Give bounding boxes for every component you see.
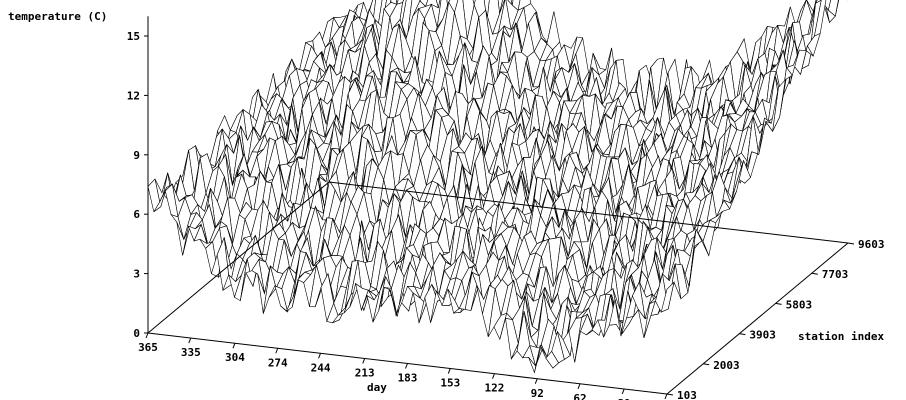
station-tick-label: 7703 <box>822 268 849 281</box>
day-tick-mark <box>447 368 451 374</box>
z-tick-label: 3 <box>133 268 140 281</box>
day-tick-label: 244 <box>311 361 331 374</box>
z-tick-label: 15 <box>127 30 140 43</box>
day-tick-label: 335 <box>181 346 201 359</box>
day-axis-ticks: 3653353042742442131831531229262311 <box>138 332 668 400</box>
surface-cell <box>660 281 675 313</box>
day-tick-label: 153 <box>440 377 460 390</box>
station-tick-mark <box>703 363 710 366</box>
station-axis-line <box>666 242 849 395</box>
z-tick-label: 0 <box>133 327 140 340</box>
day-tick-mark <box>232 343 236 349</box>
day-tick-label: 304 <box>225 351 245 364</box>
surface-cell <box>497 0 503 14</box>
day-tick-mark <box>534 378 538 384</box>
day-tick-mark <box>621 388 625 395</box>
day-tick-label: 92 <box>531 387 544 400</box>
day-tick-label: 183 <box>398 372 418 385</box>
day-tick-label: 365 <box>138 341 158 354</box>
y-axis-title: station index <box>798 330 884 343</box>
day-tick-mark <box>318 353 321 359</box>
station-tick-label: 3903 <box>749 329 776 342</box>
day-tick-mark <box>362 358 366 364</box>
station-tick-label: 5803 <box>786 298 813 311</box>
day-tick-label: 62 <box>573 392 586 400</box>
z-axis-ticks: 0 3 6 9 12 15 <box>127 30 148 340</box>
day-tick-mark <box>664 393 668 400</box>
station-tick-mark <box>739 333 746 336</box>
day-tick-label: 31 <box>618 397 632 400</box>
back-floor-line <box>328 181 849 244</box>
day-tick-mark <box>577 383 581 389</box>
station-tick-label: 2003 <box>713 359 740 372</box>
x-axis-title: day <box>367 381 387 394</box>
day-tick-label: 274 <box>268 356 288 369</box>
station-tick-mark <box>811 272 818 275</box>
station-tick-mark <box>847 242 855 245</box>
day-tick-mark <box>188 337 192 344</box>
day-tick-label: 213 <box>355 366 375 379</box>
z-axis-title: temperature (C) <box>8 10 107 23</box>
z-tick-label: 12 <box>127 89 140 102</box>
station-tick-mark <box>775 302 782 305</box>
station-tick-mark <box>666 393 674 396</box>
day-tick-mark <box>275 348 279 354</box>
temperature-surface-mesh <box>147 0 849 374</box>
day-tick-mark <box>492 373 495 379</box>
station-tick-label: 103 <box>677 389 697 400</box>
z-tick-label: 9 <box>133 149 140 162</box>
station-tick-label: 9603 <box>858 238 885 251</box>
surface-cell <box>835 0 849 17</box>
day-tick-mark <box>145 332 149 339</box>
z-tick-label: 6 <box>133 208 140 221</box>
day-tick-mark <box>405 363 408 369</box>
surface-cell <box>827 0 839 17</box>
day-tick-label: 122 <box>485 382 505 395</box>
station-axis-ticks: 103 2003 3903 5803 7703 9603 <box>666 238 885 400</box>
back-floor-line <box>147 181 330 334</box>
